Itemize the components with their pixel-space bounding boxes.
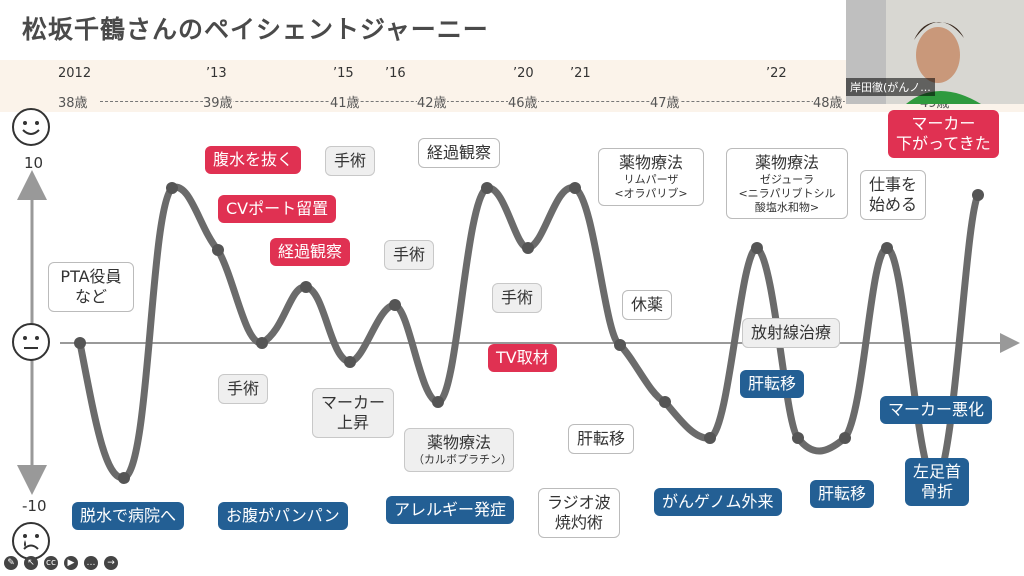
meeting-toolbar: ✎ ↖ cc ▶ … → (4, 556, 118, 574)
event-dot (569, 182, 581, 194)
axis-bottom-label: -10 (22, 497, 47, 515)
event-dot (659, 396, 671, 408)
event-dot (344, 356, 356, 368)
label-kanteni-3: 肝転移 (810, 480, 875, 508)
label-marker-down: マーカー 下がってきた (888, 110, 999, 158)
happy-face-icon (12, 108, 50, 146)
label-yakubutsu-1-sub: （カルボプラチン） (413, 453, 512, 466)
label-yakubutsu-1: 薬物療法 （カルボプラチン） (404, 428, 514, 472)
age-label: 38歳 (58, 92, 88, 111)
event-dot (256, 337, 268, 349)
year-13: ’13 (206, 66, 227, 81)
next-icon[interactable]: → (104, 556, 118, 570)
event-dot (704, 432, 716, 444)
year-15: ’15 (333, 66, 354, 81)
label-houshasen: 放射線治療 (742, 318, 841, 348)
label-yakubutsu-2-sub: リムパーザ <オラパリブ> (614, 173, 688, 200)
label-keika-1: 経過観察 (270, 238, 351, 266)
event-dot (972, 189, 984, 201)
label-yakubutsu-3-title: 薬物療法 (754, 153, 819, 172)
label-yakubutsu-3-sub: ゼジューラ <ニラパリブトシル 酸塩水和物> (738, 173, 836, 214)
label-kossetsu: 左足首 骨折 (905, 458, 970, 506)
label-yakubutsu-2: 薬物療法 リムパーザ <オラパリブ> (598, 148, 704, 206)
video-icon[interactable]: ▶ (64, 556, 78, 570)
year-21: ’21 (570, 66, 591, 81)
age-label: 47歳 (650, 92, 680, 111)
label-tv: TV取材 (488, 344, 557, 372)
event-dot (74, 337, 86, 349)
event-dot (614, 339, 626, 351)
event-dots (74, 182, 984, 491)
label-marker-up: マーカー 上昇 (312, 388, 395, 438)
label-shujutsu-2: 手術 (384, 240, 435, 270)
event-dot (792, 432, 804, 444)
label-kanteni-2: 肝転移 (740, 370, 805, 398)
event-dot (389, 299, 401, 311)
more-icon[interactable]: … (84, 556, 98, 570)
label-keika-2: 経過観察 (418, 138, 501, 168)
event-dot (522, 242, 534, 254)
webcam-video-tile[interactable]: 岸田徹(がんノ... (846, 0, 1024, 104)
label-shujutsu-4: 手術 (492, 283, 543, 313)
label-pta: PTA役員 など (48, 262, 134, 312)
age-label: 39歳 (203, 92, 233, 111)
event-dot (166, 182, 178, 194)
label-shujutsu-3: 手術 (218, 374, 269, 404)
event-dot (118, 472, 130, 484)
page-title: 松坂千鶴さんのペイシェントジャーニー (22, 15, 489, 44)
age-label: 42歳 (417, 92, 447, 111)
event-dot (751, 242, 763, 254)
label-yakubutsu-3: 薬物療法 ゼジューラ <ニラパリブトシル 酸塩水和物> (726, 148, 848, 220)
participant-name: 岸田徹(がんノ... (846, 78, 935, 96)
label-cvport: CVポート留置 (218, 195, 337, 223)
event-dot (881, 242, 893, 254)
neutral-face-icon (12, 323, 50, 361)
axis-top-label: 10 (24, 154, 44, 172)
pointer-icon[interactable]: ↖ (24, 556, 38, 570)
label-shujutsu-1: 手術 (325, 146, 376, 176)
crying-face-icon (12, 522, 50, 560)
label-radio: ラジオ波 焼灼術 (538, 488, 620, 538)
cc-icon[interactable]: cc (44, 556, 58, 570)
pen-icon[interactable]: ✎ (4, 556, 18, 570)
year-22: ’22 (766, 66, 787, 81)
age-label: 48歳 (813, 92, 843, 111)
label-onaka: お腹がパンパン (218, 502, 348, 530)
year-16: ’16 (385, 66, 406, 81)
event-dot (212, 244, 224, 256)
label-dassui: 脱水で病院へ (72, 502, 185, 530)
journey-line (76, 183, 982, 490)
label-shigoto: 仕事を 始める (860, 170, 927, 220)
label-kyuyaku: 休薬 (622, 290, 673, 320)
label-genome: がんゲノム外来 (654, 488, 782, 516)
age-label: 41歳 (330, 92, 360, 111)
event-dot (481, 182, 493, 194)
age-label: 46歳 (508, 92, 538, 111)
event-dot (300, 281, 312, 293)
zoom-watermark: zoom (826, 494, 945, 543)
label-allergy: アレルギー発症 (386, 496, 515, 524)
year-20: ’20 (513, 66, 534, 81)
event-dot (432, 396, 444, 408)
label-kanteni-1: 肝転移 (568, 424, 635, 454)
event-dot (839, 432, 851, 444)
label-fukusui: 腹水を抜く (205, 146, 302, 174)
label-yakubutsu-1-title: 薬物療法 (426, 433, 491, 452)
label-marker-bad: マーカー悪化 (880, 396, 993, 424)
year-2012: 2012 (58, 66, 92, 81)
label-yakubutsu-2-title: 薬物療法 (618, 153, 683, 172)
